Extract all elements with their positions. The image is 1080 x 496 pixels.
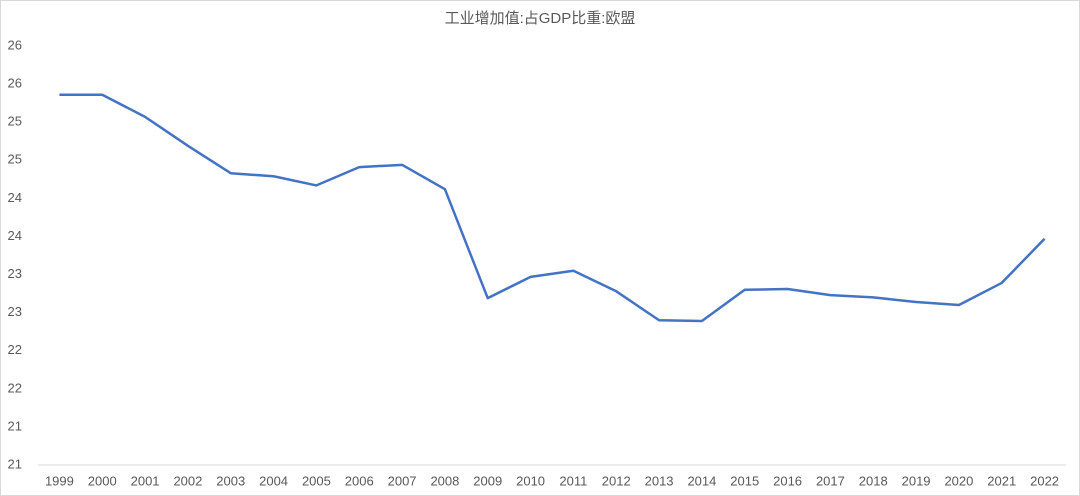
x-tick-label: 2011	[559, 473, 587, 488]
x-tick-label: 2007	[388, 473, 417, 488]
x-tick-label: 2008	[430, 473, 459, 488]
y-tick-label: 21	[8, 418, 22, 433]
x-tick-label: 2005	[302, 473, 331, 488]
x-tick-label: 2015	[730, 473, 759, 488]
y-tick-label: 26	[8, 76, 22, 91]
x-tick-label: 2017	[816, 473, 845, 488]
x-tick-label: 2002	[173, 473, 202, 488]
x-tick-label: 2019	[902, 473, 931, 488]
y-tick-label: 25	[8, 152, 22, 167]
x-tick-label: 2010	[516, 473, 545, 488]
y-tick-label: 22	[8, 342, 22, 357]
x-tick-label: 2006	[345, 473, 374, 488]
x-tick-label: 2021	[987, 473, 1016, 488]
x-tick-label: 2003	[216, 473, 245, 488]
chart-title: 工业增加值:占GDP比重:欧盟	[445, 10, 636, 27]
x-tick-label: 1999	[45, 473, 74, 488]
x-tick-label: 2013	[645, 473, 674, 488]
x-tick-label: 2001	[131, 473, 160, 488]
x-tick-label: 2014	[687, 473, 716, 488]
y-tick-label: 23	[8, 304, 22, 319]
y-tick-label: 21	[8, 456, 22, 471]
y-tick-label: 24	[8, 190, 22, 205]
x-tick-label: 2018	[859, 473, 888, 488]
y-tick-label: 22	[8, 380, 22, 395]
x-tick-label: 2016	[773, 473, 802, 488]
y-tick-label: 25	[8, 114, 22, 129]
x-tick-label: 2020	[944, 473, 973, 488]
y-tick-label: 24	[8, 228, 22, 243]
data-line	[59, 93, 1046, 323]
y-tick-label: 23	[8, 266, 22, 281]
x-tick-label: 2004	[259, 473, 288, 488]
x-tick-label: 2022	[1030, 473, 1059, 488]
x-tick-label: 2000	[88, 473, 117, 488]
x-tick-label: 2012	[602, 473, 631, 488]
x-tick-label: 2009	[473, 473, 502, 488]
y-tick-label: 26	[8, 37, 22, 52]
